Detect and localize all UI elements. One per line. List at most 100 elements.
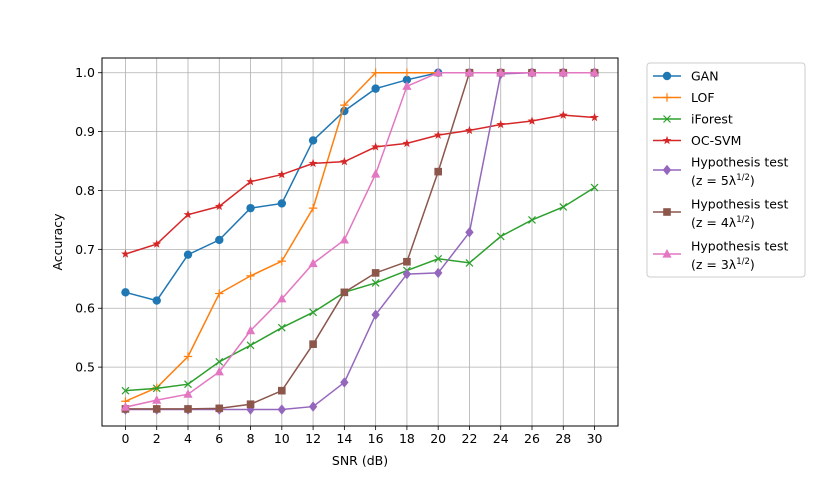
data-point xyxy=(183,250,193,259)
y-tick-label: 0.8 xyxy=(75,183,95,198)
y-tick-label: 0.9 xyxy=(75,124,95,139)
data-point xyxy=(434,254,443,263)
data-point xyxy=(121,386,130,395)
x-tick-label: 6 xyxy=(215,431,223,446)
data-point xyxy=(371,68,380,77)
y-tick-label: 0.5 xyxy=(75,360,95,375)
data-point xyxy=(402,138,412,148)
legend-item-3: iForest xyxy=(653,112,733,127)
data-point xyxy=(590,183,599,192)
data-point xyxy=(402,68,412,77)
data-point xyxy=(278,386,286,395)
data-point xyxy=(465,125,474,135)
data-point xyxy=(371,278,380,287)
data-point xyxy=(559,203,568,211)
data-point xyxy=(152,296,161,305)
data-point xyxy=(496,119,506,129)
data-point xyxy=(246,341,255,350)
series-line xyxy=(125,71,595,411)
data-point xyxy=(371,142,381,151)
legend-label: OC-SVM xyxy=(691,133,741,148)
data-point xyxy=(277,256,287,266)
data-point xyxy=(183,389,193,398)
data-point xyxy=(309,340,317,348)
data-point xyxy=(120,402,131,411)
data-point xyxy=(184,405,192,413)
data-point xyxy=(214,201,224,211)
x-tick-label: 8 xyxy=(247,431,255,446)
data-point xyxy=(340,100,349,110)
data-point xyxy=(433,130,443,139)
data-point xyxy=(183,352,193,361)
series-1 xyxy=(121,68,599,305)
legend-label-line2: (z = 5λ1/2) xyxy=(691,173,755,188)
data-point xyxy=(371,309,380,320)
series-6 xyxy=(121,68,599,413)
data-point xyxy=(184,380,192,389)
data-point xyxy=(527,67,537,77)
x-tick-label: 30 xyxy=(587,431,603,446)
data-point xyxy=(663,115,671,123)
data-point xyxy=(215,235,224,245)
data-point xyxy=(663,208,671,216)
legend-label-line2: (z = 3λ1/2) xyxy=(691,257,755,272)
data-point xyxy=(464,67,475,77)
y-tick-label: 0.6 xyxy=(75,301,95,316)
data-point xyxy=(339,234,349,244)
data-point xyxy=(433,267,443,279)
data-point xyxy=(434,167,442,176)
series-layer xyxy=(120,67,600,415)
x-tick-label: 28 xyxy=(555,431,571,446)
data-point xyxy=(558,67,568,77)
series-line xyxy=(125,71,595,410)
data-point xyxy=(558,110,568,119)
legend-label: GAN xyxy=(691,69,719,84)
legend-item-2: LOF xyxy=(653,90,715,105)
y-axis-label: Accuracy xyxy=(50,213,65,271)
data-point xyxy=(465,258,474,267)
legend: GAN LOF iForest OC-SVM Hypothesis test (z = … xyxy=(646,62,806,278)
legend-label: Hypothesis test xyxy=(691,197,788,212)
data-point xyxy=(528,215,536,224)
y-tick-label: 1.0 xyxy=(75,65,95,80)
y-tick-label: 0.7 xyxy=(75,242,95,257)
legend-box xyxy=(646,62,806,278)
data-point xyxy=(121,288,130,297)
data-point xyxy=(152,239,162,248)
x-tick-label: 2 xyxy=(153,431,161,446)
data-point xyxy=(402,75,412,84)
x-tick-label: 24 xyxy=(493,431,509,446)
data-point xyxy=(465,227,474,238)
data-point xyxy=(277,169,287,179)
legend-item-1: GAN xyxy=(653,69,719,84)
data-point xyxy=(308,401,318,412)
data-point xyxy=(662,135,672,145)
x-tick-label: 10 xyxy=(274,431,290,446)
data-point xyxy=(308,258,318,268)
series-7 xyxy=(120,67,600,411)
data-point xyxy=(527,116,537,125)
x-tick-label: 12 xyxy=(305,431,321,446)
series-4 xyxy=(121,110,599,258)
data-point xyxy=(308,136,318,145)
data-point xyxy=(339,157,349,166)
data-point xyxy=(589,67,600,77)
data-point xyxy=(496,67,506,77)
legend-item-6: Hypothesis test (z = 4λ1/2) xyxy=(653,197,788,230)
data-point xyxy=(246,203,255,213)
series-3 xyxy=(121,183,599,395)
legend-label: iForest xyxy=(691,112,733,127)
legend-label: LOF xyxy=(691,90,715,105)
data-point xyxy=(277,323,286,332)
x-tick-label: 18 xyxy=(399,431,415,446)
data-point xyxy=(277,404,287,415)
x-tick-label: 0 xyxy=(121,431,129,446)
data-point xyxy=(277,293,287,303)
data-point xyxy=(662,164,672,176)
data-point xyxy=(403,257,411,266)
data-point xyxy=(215,357,224,366)
data-point xyxy=(309,308,318,317)
data-point xyxy=(340,377,349,388)
series-line xyxy=(125,114,595,255)
x-axis-label: SNR (dB) xyxy=(332,453,388,468)
